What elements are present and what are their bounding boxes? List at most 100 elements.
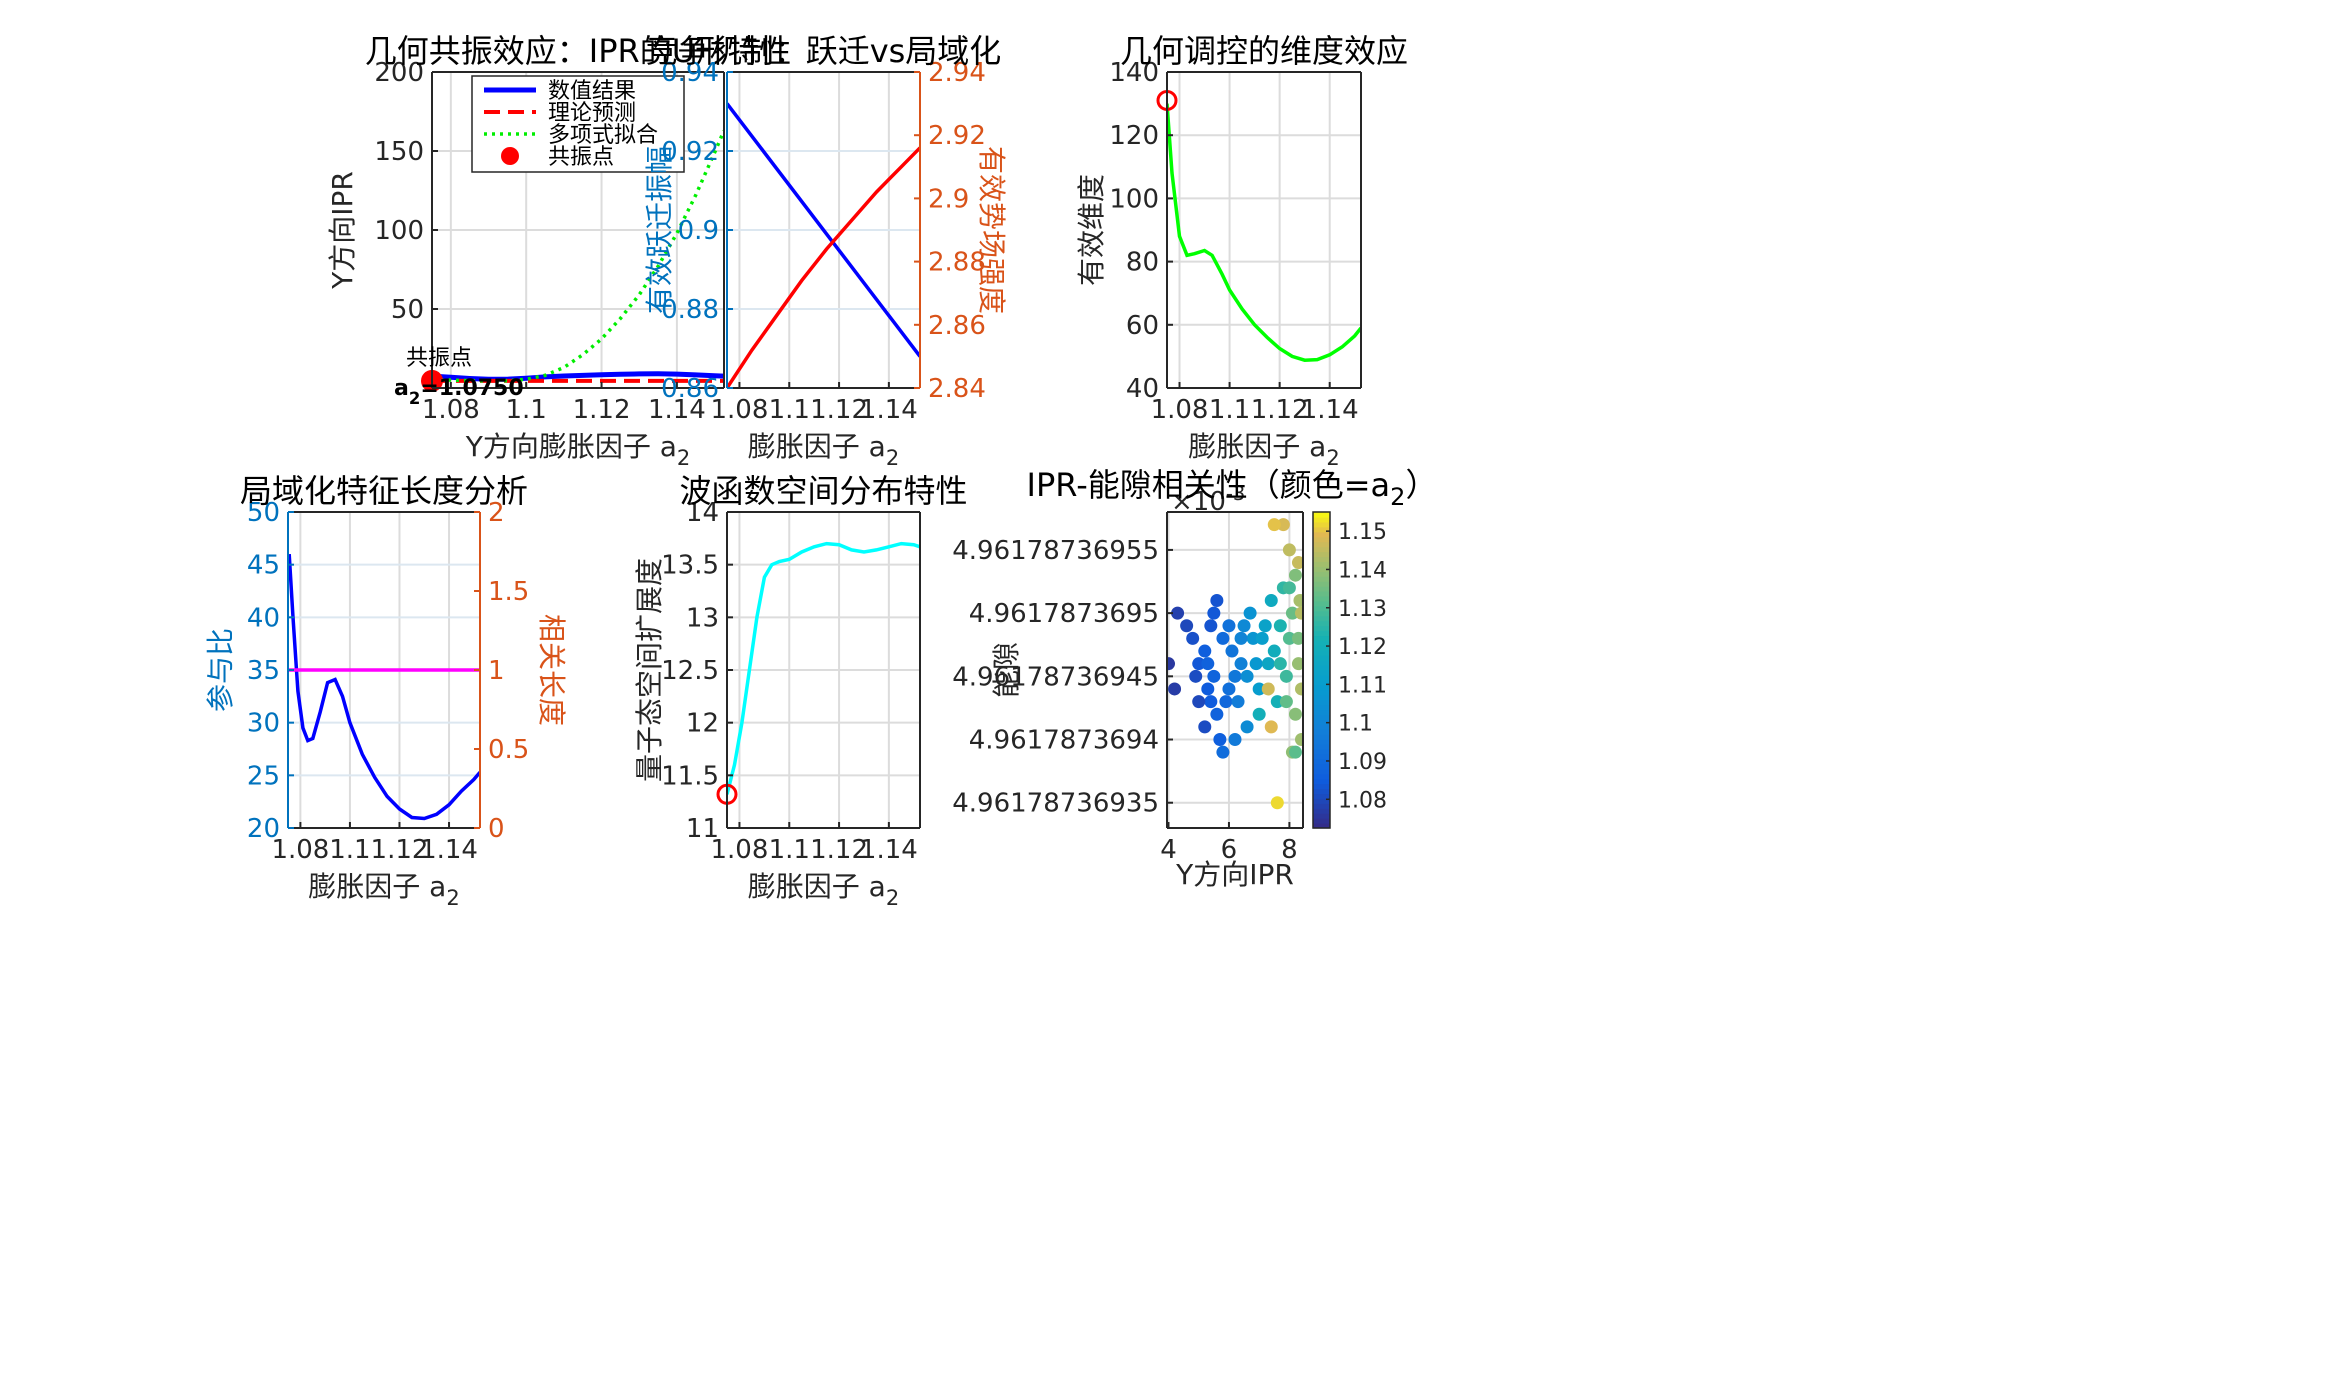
scatter-point [1210,593,1224,607]
legend-label: 多项式拟合 [548,123,658,148]
colorbar-cell [1313,541,1330,548]
colorbar-cell [1313,699,1330,706]
y-right-tick-label: 2.9 [928,184,969,214]
colorbar-cell [1313,516,1330,523]
colorbar-cell [1313,576,1330,582]
annotation-value: a2=1.0750 [394,376,524,408]
colorbar: 1.08 1.09 1.1 1.11 1.12 1.13 1.14 1.15 [1312,511,1387,829]
x-axis-label: Y方向膨胀因子 a2 [465,430,691,470]
colorbar-tick-label: 1.13 [1338,597,1387,622]
scatter-point [1267,518,1281,532]
scatter-point [1252,682,1266,696]
hopping-amplitude-line [727,102,920,358]
scatter-point [1279,669,1293,683]
scatter-point [1216,631,1230,645]
x-tick-label: 1.12 [810,835,868,865]
x-axis-label: Y方向IPR [1175,858,1294,891]
x-tick-label: 1.14 [648,395,706,425]
scatter-point [1234,657,1248,671]
y-axis-right-label: 相关长度 [535,614,568,726]
y-right-tick-label: 2.84 [928,374,986,404]
colorbar-cell [1313,645,1330,651]
chart-title: IPR-能隙相关性（颜色=a2） [1027,466,1438,511]
scatter-point [1282,581,1296,595]
colorbar-cell [1313,620,1330,627]
y-tick-label: 100 [1109,184,1159,214]
y-right-tick-label: 2.94 [928,58,986,88]
colorbar-cell [1313,615,1330,622]
colorbar-cell [1313,788,1330,795]
y-right-tick-label: 0.5 [488,735,529,765]
colorbar-cell [1313,798,1330,804]
scatter-point [1285,606,1299,620]
scatter-point [1255,631,1269,645]
x-tick-label: 1.14 [860,835,918,865]
legend-marker [501,147,519,165]
colorbar-cell [1313,768,1330,775]
x-tick-label: 1.1 [769,835,810,865]
x-tick-label: 1.12 [810,395,868,425]
scatter-point [1201,682,1215,696]
colorbar-cell [1313,630,1330,637]
scatter-point [1294,682,1303,696]
scatter-point [1167,657,1176,671]
scatter-point [1261,657,1275,671]
scatter-point [1243,606,1257,620]
x-tick-label: 1.12 [573,395,631,425]
colorbar-frame [1312,511,1331,829]
colorbar-cell [1313,660,1330,666]
colorbar-cell [1313,610,1330,617]
colorbar-cell [1313,674,1330,681]
colorbar-cell [1313,744,1330,750]
colorbar-cell [1313,595,1330,602]
y-right-tick-label: 2 [488,498,505,528]
scatter-point [1291,556,1303,570]
scatter-point [1186,631,1200,645]
y-right-tick-label: 1.5 [488,577,529,607]
scatter-point [1252,707,1266,721]
chart-title: 波函数空间分布特性 [679,472,967,510]
y-right-tick-label: 0 [488,814,505,844]
scatter-point [1204,619,1218,633]
colorbar-tick-label: 1.09 [1338,750,1387,775]
scatter-point [1264,593,1278,607]
colorbar-cell [1313,625,1330,632]
scatter-point [1207,606,1221,620]
x-tick-label: 1.1 [769,395,810,425]
scatter-point [1171,606,1185,620]
colorbar-tick-label: 1.1 [1338,712,1373,737]
colorbar-cell [1313,758,1330,765]
scatter-point [1219,695,1233,709]
participation-ratio-line [288,553,480,821]
grid [1167,71,1361,389]
y-tick-label: 80 [1126,248,1159,278]
grid [727,511,920,829]
colorbar-cell [1313,526,1330,533]
y-axis-label: 有效维度 [1075,174,1108,286]
scatter-point [1273,619,1287,633]
scatter-point [1267,644,1281,658]
colorbar-tick-label: 1.12 [1338,635,1387,660]
y-tick-label: 120 [1109,121,1159,151]
y-axis-right-label: 有效势场强度 [975,146,1008,314]
scatter-point [1273,657,1287,671]
x-tick-label: 8 [1281,835,1298,865]
scatter-point [1288,745,1302,759]
y-tick-label: 14 [686,498,719,528]
y-right-tick-label: 2.86 [928,311,986,341]
y-tick-label: 0.86 [661,374,719,404]
y-right-tick-label: 2.92 [928,121,986,151]
y-axis-label: 能隙 [990,642,1023,698]
colorbar-cell [1313,605,1330,612]
y-tick-label: 40 [1126,374,1159,404]
colorbar-cell [1313,719,1330,725]
scatter-point [1180,619,1194,633]
scatter-point [1288,707,1302,721]
series-line [432,129,724,383]
colorbar-cell [1313,650,1330,656]
scatter-point [1207,669,1221,683]
scatter-point [1294,606,1303,620]
chart-title: 局域化特征长度分析 [240,472,528,510]
x-tick-label: 1.08 [422,395,480,425]
colorbar-cell [1313,536,1330,543]
